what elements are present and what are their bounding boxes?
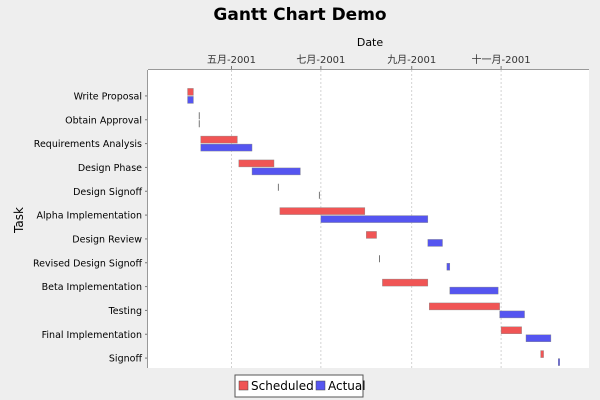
legend-swatch-scheduled [238, 380, 249, 391]
x-axis-label: Date [357, 36, 384, 49]
bar-scheduled [200, 135, 238, 144]
task-label: Write Proposal [74, 91, 142, 102]
task-label: Testing [108, 306, 142, 317]
legend-label-actual: Actual [328, 379, 366, 393]
legend-box [234, 374, 364, 398]
x-tick-label: 七月-2001 [296, 54, 345, 66]
bar-scheduled [187, 88, 194, 96]
task-label: Signoff [109, 354, 143, 365]
x-tick-label: 五月-2001 [207, 54, 256, 66]
x-tick-label: 九月-2001 [387, 54, 436, 66]
task-label: Requirements Analysis [34, 139, 142, 150]
legend: Scheduled Actual [234, 374, 366, 398]
task-label: Revised Design Signoff [33, 258, 142, 269]
bar-scheduled [500, 326, 522, 334]
task-label: Final Implementation [42, 330, 142, 341]
bar-actual [200, 143, 253, 152]
bar-actual [499, 310, 525, 319]
y-axis-ticks: Write Proposal Obtain Approval Requirement… [33, 91, 148, 365]
bar-scheduled [382, 278, 429, 287]
bar-actual [320, 215, 429, 223]
bar-actual [525, 334, 552, 342]
x-tick-label: 十一月-2001 [472, 53, 531, 66]
task-label: Beta Implementation [42, 282, 142, 293]
bar-actual [449, 286, 499, 295]
bar-scheduled [238, 159, 275, 168]
task-label: Design Phase [78, 163, 142, 174]
legend-swatch-actual [315, 380, 326, 391]
bar-actual [187, 96, 194, 104]
legend-label-scheduled: Scheduled [251, 379, 314, 393]
bar-actual [446, 263, 451, 271]
bar-actual [427, 239, 443, 247]
x-axis-ticks: 五月-2001 七月-2001 九月-2001 十一月-2001 [207, 53, 531, 70]
bar-scheduled [279, 207, 366, 215]
bars [187, 88, 560, 366]
task-label: Design Signoff [73, 187, 142, 198]
task-label: Obtain Approval [65, 115, 142, 126]
y-axis-label: Task [12, 207, 26, 234]
task-label: Alpha Implementation [37, 211, 142, 222]
task-label: Design Review [72, 234, 142, 245]
bar-actual [251, 167, 301, 176]
bar-actual [558, 358, 560, 366]
bar-scheduled [366, 231, 377, 239]
bar-scheduled [540, 350, 544, 358]
bar-scheduled [429, 302, 500, 311]
chart-title: Gantt Chart Demo [213, 5, 386, 25]
